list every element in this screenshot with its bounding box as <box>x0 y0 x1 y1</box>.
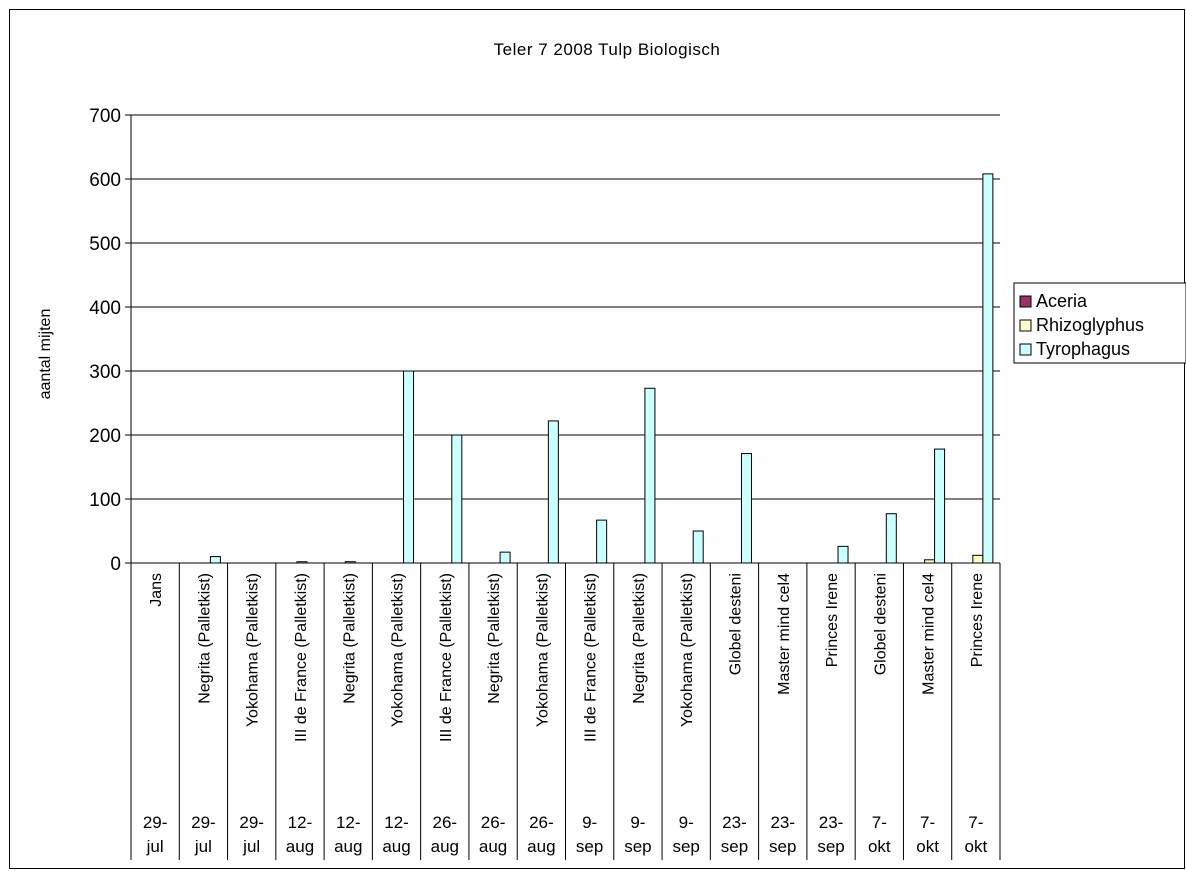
legend-label: Rhizoglyphus <box>1036 315 1144 335</box>
bars <box>209 173 994 564</box>
category-label: Jans <box>148 573 165 607</box>
y-tick-label: 400 <box>89 298 121 319</box>
date-label: sep <box>576 837 603 856</box>
category-label: Yokohama (Palletkist) <box>534 573 551 727</box>
date-label: 29- <box>191 813 216 832</box>
chart-frame: Teler 7 2008 Tulp Biologisch 0 100 200 300 4… <box>9 9 1186 869</box>
chart-svg: Teler 7 2008 Tulp Biologisch 0 100 200 300 4… <box>37 40 1186 860</box>
category-label: Master mind cel4 <box>921 573 938 695</box>
date-label: 29- <box>143 813 168 832</box>
legend-label: Tyrophagus <box>1036 339 1130 359</box>
date-label: sep <box>672 837 699 856</box>
date-label: 26- <box>433 813 458 832</box>
date-label: 7- <box>920 813 935 832</box>
y-axis-label: aantal mijten <box>37 309 54 400</box>
bar-tyrophagus <box>740 453 752 564</box>
bar-tyrophagus <box>547 420 559 564</box>
date-label: sep <box>721 837 748 856</box>
legend-swatch-aceria <box>1019 295 1032 308</box>
legend-swatch-tyrophagus <box>1019 343 1032 356</box>
bar-tyrophagus <box>596 519 608 564</box>
date-label: aug <box>382 837 410 856</box>
date-label: aug <box>479 837 507 856</box>
bar-tyrophagus <box>885 513 897 564</box>
bar-tyrophagus <box>934 448 946 564</box>
date-label: okt <box>868 837 891 856</box>
date-label: 23- <box>722 813 747 832</box>
bar-tyrophagus <box>644 387 656 564</box>
category-label: Master mind cel4 <box>776 573 793 695</box>
category-label: III de France (Palletkist) <box>583 573 600 742</box>
category-label: III de France (Palletkist) <box>293 573 310 742</box>
category-label: Princes Irene <box>824 573 841 667</box>
category-label: III de France (Palletkist) <box>438 573 455 742</box>
bar-tyrophagus <box>403 370 415 564</box>
date-label: 12- <box>384 813 409 832</box>
date-label: jul <box>242 837 260 856</box>
category-label: Yokohama (Palletkist) <box>679 573 696 727</box>
date-label: 23- <box>819 813 844 832</box>
chart-title: Teler 7 2008 Tulp Biologisch <box>494 40 721 59</box>
category-label: Yokohama (Palletkist) <box>245 573 262 727</box>
date-label: 26- <box>529 813 554 832</box>
category-label: Yokohama (Palletkist) <box>390 573 407 727</box>
axes <box>125 114 1000 564</box>
bar-tyrophagus <box>451 434 463 564</box>
date-label: 12- <box>336 813 361 832</box>
bar-rhizoglyphus <box>972 554 984 564</box>
legend-label: Aceria <box>1036 291 1088 311</box>
date-label: 29- <box>239 813 264 832</box>
y-tick-label: 600 <box>89 170 121 191</box>
category-label: Negrita (Palletkist) <box>486 573 503 704</box>
y-tick-labels: 0 100 200 300 400 500 600 700 <box>89 106 121 575</box>
date-label: 9- <box>679 813 694 832</box>
date-label: sep <box>817 837 844 856</box>
y-tick-label: 0 <box>110 554 121 575</box>
date-label: aug <box>527 837 555 856</box>
date-label: okt <box>916 837 939 856</box>
y-tick-label: 300 <box>89 362 121 383</box>
bar-tyrophagus <box>692 530 704 564</box>
date-label: 23- <box>770 813 795 832</box>
y-tick-label: 200 <box>89 426 121 447</box>
date-label: aug <box>431 837 459 856</box>
date-label: 26- <box>481 813 506 832</box>
bar-tyrophagus <box>209 556 221 564</box>
y-tick-label: 700 <box>89 106 121 127</box>
category-label: Negrita (Palletkist) <box>196 573 213 704</box>
bar-tyrophagus <box>499 551 511 564</box>
category-label: Negrita (Palletkist) <box>341 573 358 704</box>
bar-tyrophagus <box>982 173 994 564</box>
category-label: Globel desteni <box>727 573 744 675</box>
date-label: 9- <box>630 813 645 832</box>
date-label: aug <box>286 837 314 856</box>
category-label: Negrita (Palletkist) <box>631 573 648 704</box>
legend-swatch-rhizoglyphus <box>1019 319 1032 332</box>
gridlines <box>131 114 1000 500</box>
date-label: aug <box>334 837 362 856</box>
date-label: sep <box>769 837 796 856</box>
date-label: okt <box>965 837 988 856</box>
date-label: 7- <box>968 813 983 832</box>
legend: Aceria Rhizoglyphus Tyrophagus <box>1013 282 1186 364</box>
category-table: Jans 29- jul Negrita (Palletkist) 29- jul Yoko… <box>130 563 1001 860</box>
date-label: 9- <box>582 813 597 832</box>
legend-box <box>1013 282 1186 364</box>
date-label: 7- <box>872 813 887 832</box>
y-tick-label: 100 <box>89 490 121 511</box>
bar-tyrophagus <box>837 545 849 564</box>
date-label: sep <box>624 837 651 856</box>
category-label: Princes Irene <box>969 573 986 667</box>
date-label: jul <box>146 837 164 856</box>
y-tick-label: 500 <box>89 234 121 255</box>
date-label: jul <box>194 837 212 856</box>
category-label: Globel desteni <box>872 573 889 675</box>
date-label: 12- <box>288 813 313 832</box>
